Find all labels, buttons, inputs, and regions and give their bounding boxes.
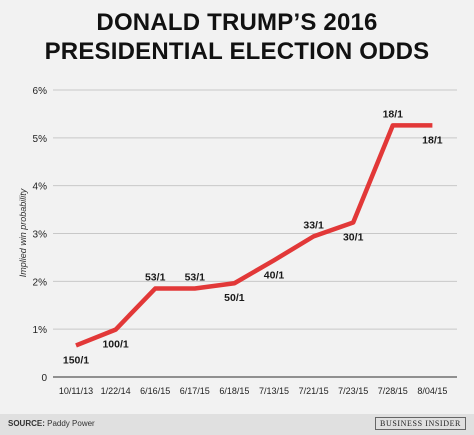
source-text: Paddy Power [47,419,95,428]
y-tick-label: 2% [33,277,48,288]
data-label: 18/1 [422,134,443,146]
data-label: 150/1 [63,354,89,366]
x-tick-label: 7/21/15 [299,386,329,396]
y-tick-labels: 0 1% 2% 3% 4% 5% 6% [33,86,48,384]
x-tick-label: 1/22/14 [101,386,131,396]
x-tick-label: 7/23/15 [338,386,368,396]
title-line-1: DONALD TRUMP’S 2016 [96,9,378,36]
data-label: 18/1 [383,108,404,120]
x-tick-labels: 10/11/13 1/22/14 6/16/15 6/17/15 6/18/15 7/13… [59,386,448,396]
y-tick-label: 3% [33,230,48,241]
data-label: 53/1 [185,272,206,284]
x-tick-label: 6/18/15 [219,386,249,396]
footer: SOURCE: Paddy Power BUSINESS INSIDER [0,414,474,435]
series-line [75,123,433,348]
title-line-2: PRESIDENTIAL ELECTION ODDS [44,38,430,65]
grid-lines [53,89,457,378]
line-chart: 0 1% 2% 3% 4% 5% 6% 10/11/13 1/22/14 6/16/15 6/17… [18,86,457,396]
data-label: 100/1 [102,339,128,351]
data-label: 53/1 [145,272,166,284]
y-tick-label: 4% [33,182,48,193]
series-polyline [75,123,433,348]
y-tick-label: 5% [33,134,48,145]
data-label: 40/1 [264,269,285,281]
data-labels: 150/1 100/1 53/1 53/1 50/1 40/1 33/1 30/1 18/1 18… [63,108,443,366]
x-tick-label: 6/16/15 [140,386,170,396]
y-tick-label: 1% [33,325,48,336]
data-label: 50/1 [224,292,245,304]
data-label: 30/1 [343,231,364,243]
x-tick-label: 6/17/15 [180,386,210,396]
source-label: SOURCE: [8,419,45,428]
data-label: 33/1 [303,219,324,231]
x-tick-label: 10/11/13 [59,386,93,396]
brand-logo: BUSINESS INSIDER [375,417,466,430]
x-tick-label: 7/28/15 [378,386,408,396]
y-tick-label: 6% [33,86,48,97]
chart-title: DONALD TRUMP’S 2016 PRESIDENTIAL ELECTIO… [0,8,474,66]
y-axis-label: Implied win probability [18,188,28,277]
source-note: SOURCE: Paddy Power [8,419,95,428]
x-tick-label: 8/04/15 [417,386,447,396]
x-tick-label: 7/13/15 [259,386,289,396]
y-tick-label: 0 [41,373,47,384]
